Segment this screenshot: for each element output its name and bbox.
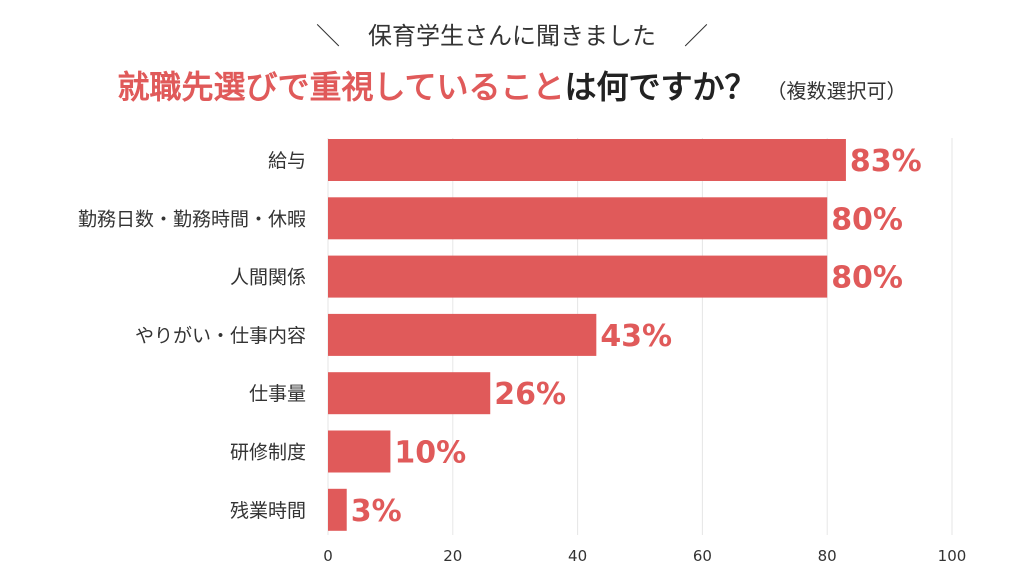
value-label: 43% — [600, 319, 672, 354]
x-tick-label: 0 — [323, 547, 333, 565]
category-label: 人間関係 — [230, 267, 306, 289]
x-tick-label: 100 — [938, 547, 967, 565]
title-highlight: 就職先選びで重視していること — [117, 68, 565, 106]
x-tick-label: 20 — [443, 547, 462, 565]
value-label: 26% — [494, 377, 566, 412]
chart-title: 就職先選びで重視していることは何ですか？ （複数選択可） — [0, 62, 1024, 108]
x-tick-label: 60 — [693, 547, 712, 565]
value-label: 10% — [394, 436, 466, 471]
value-label: 83% — [850, 144, 922, 179]
x-tick-label: 40 — [568, 547, 587, 565]
category-label: 勤務日数・勤務時間・休暇 — [78, 208, 306, 230]
bar — [328, 372, 491, 415]
bar — [328, 488, 347, 531]
category-label: 残業時間 — [230, 500, 306, 522]
title-note: （複数選択可） — [766, 79, 907, 103]
subtitle-text: 保育学生さんに聞きました — [368, 22, 656, 50]
title-rest: は何ですか？ — [564, 68, 757, 106]
bar — [328, 139, 846, 181]
bar — [328, 313, 597, 356]
subtitle-right-slash: ／ — [684, 22, 708, 50]
subtitle: ＼ 保育学生さんに聞きました ／ — [0, 16, 1024, 51]
value-label: 3% — [351, 494, 402, 529]
category-label: 給与 — [268, 150, 306, 172]
value-label: 80% — [831, 202, 903, 237]
x-tick-label: 80 — [818, 547, 837, 565]
value-label: 80% — [831, 261, 903, 296]
category-label: 研修制度 — [230, 442, 306, 464]
subtitle-left-slash: ＼ — [316, 22, 340, 50]
category-label: 仕事量 — [249, 383, 306, 405]
bar — [328, 197, 828, 240]
bar — [328, 430, 391, 473]
bar — [328, 255, 828, 298]
category-label: やりがい・仕事内容 — [135, 325, 306, 347]
